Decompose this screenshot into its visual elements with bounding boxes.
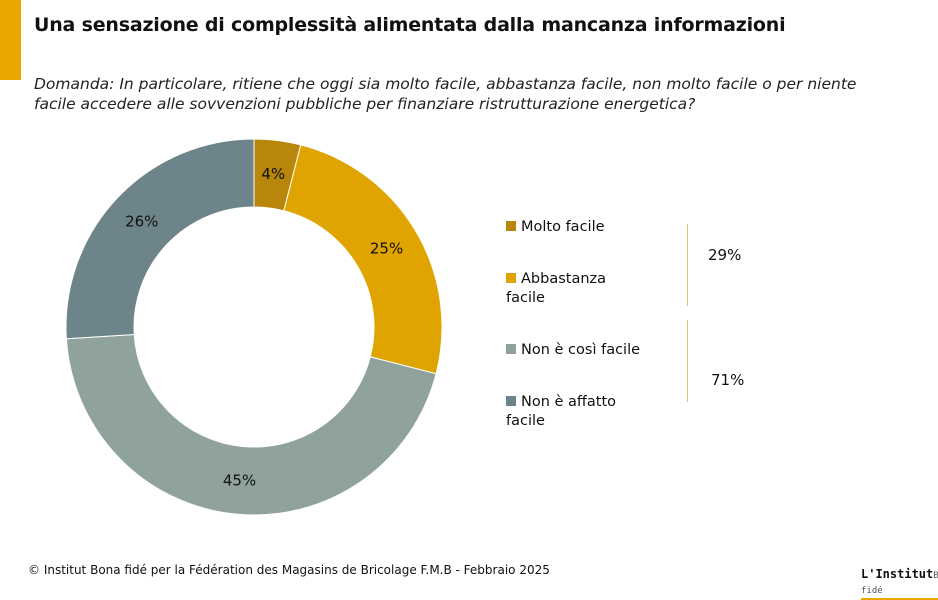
accent-bar: [0, 0, 21, 80]
donut-slice-3: [65, 138, 255, 340]
page-title: Una sensazione di complessità alimentata…: [34, 14, 786, 36]
slice-label-2: 45%: [223, 471, 256, 489]
legend-label: Non è così facile: [521, 342, 641, 358]
legend-swatch: [506, 221, 516, 231]
legend-swatch: [506, 344, 516, 354]
legend-label: Non è affatto facile: [506, 394, 617, 429]
group-bracket-hard: [687, 320, 688, 402]
slice-label-1: 25%: [370, 240, 403, 258]
donut-slice-2: [65, 334, 437, 516]
legend-label: Molto facile: [521, 219, 605, 235]
slice-label-0: 4%: [261, 165, 285, 183]
legend-item-abbastanza-facile: Abbastanza facile: [506, 270, 616, 308]
legend-item-non-cosi-facile: Non è così facile: [506, 341, 656, 360]
group-bracket-easy: [687, 224, 688, 306]
legend-label: Abbastanza facile: [506, 271, 607, 306]
legend-swatch: [506, 396, 516, 406]
group-total-hard: 71%: [711, 371, 745, 389]
legend-item-non-affatto-facile: Non è affatto facile: [506, 393, 626, 431]
legend-item-molto-facile: Molto facile: [506, 218, 646, 237]
slice-label-3: 26%: [125, 213, 158, 231]
donut-slice-1: [283, 144, 443, 375]
footer-copyright: © Institut Bona fidé per la Fédération d…: [28, 563, 550, 577]
group-total-easy: 29%: [708, 246, 742, 264]
question-text: Domanda: In particolare, ritiene che ogg…: [34, 75, 857, 113]
legend-swatch: [506, 273, 516, 283]
